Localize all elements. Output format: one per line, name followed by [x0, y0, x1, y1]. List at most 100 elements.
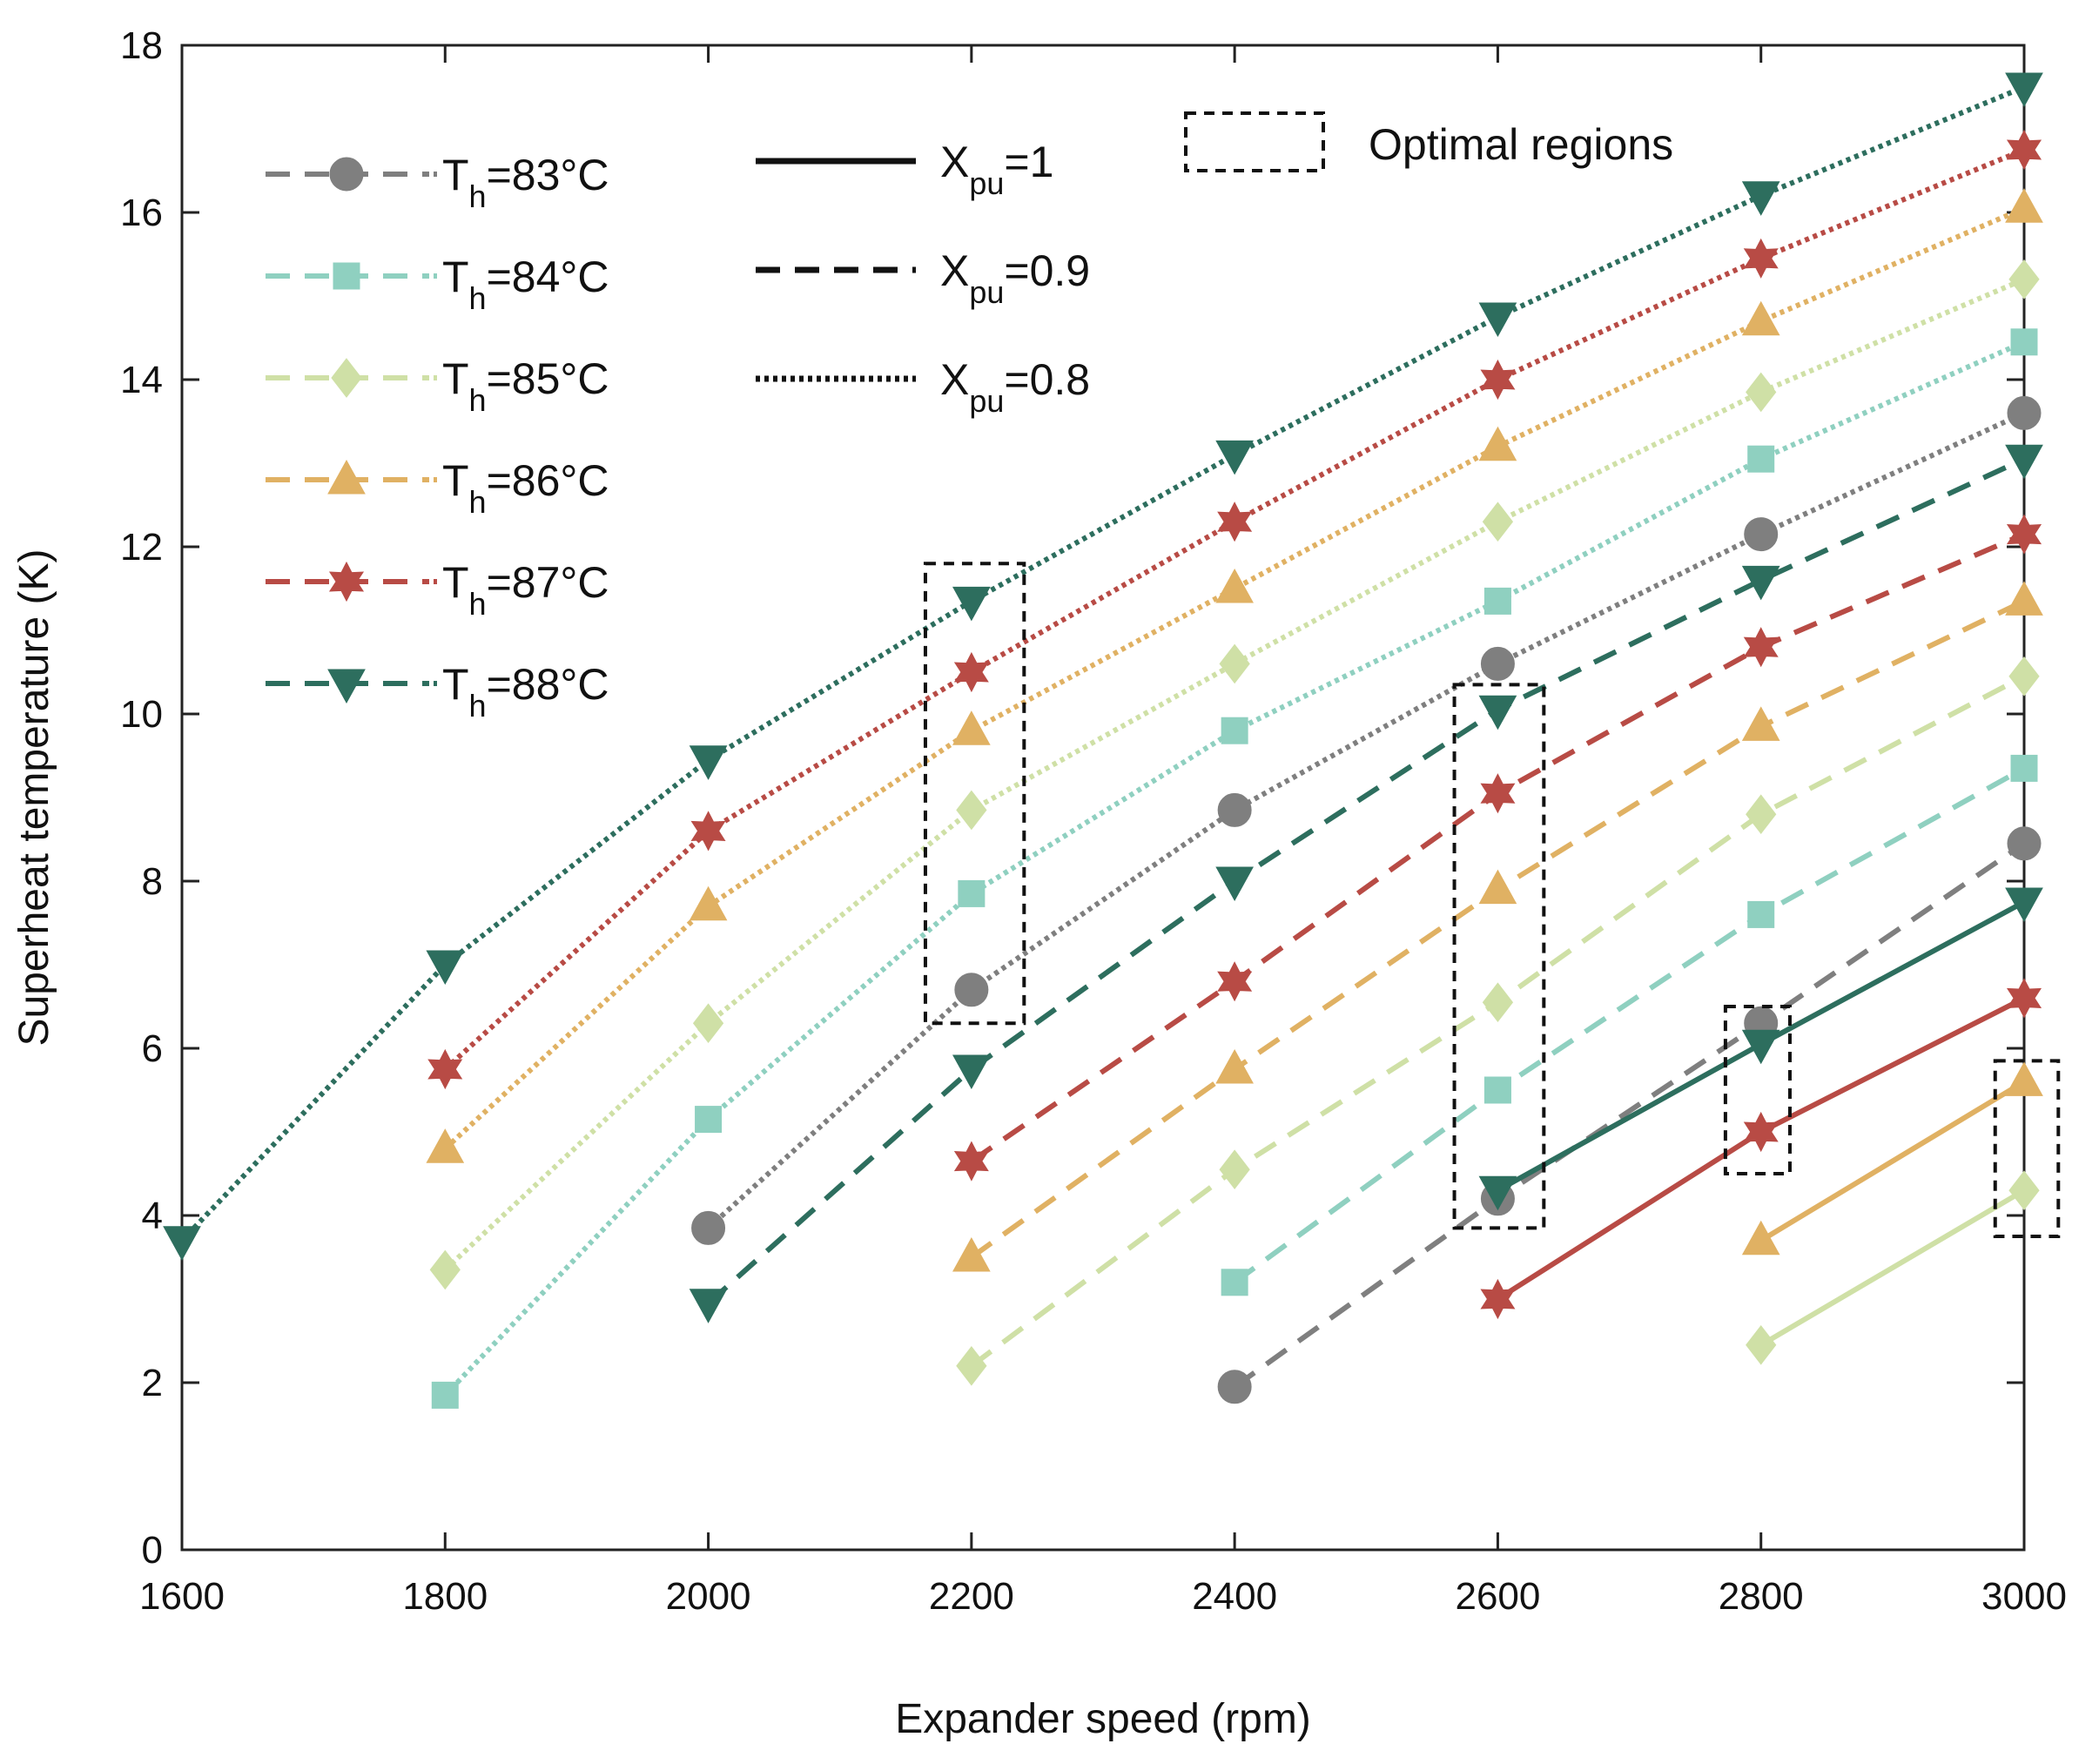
data-point	[1217, 961, 1253, 1002]
series-85-dotted	[429, 259, 2040, 1290]
series-87-dotted	[427, 129, 2042, 1090]
legend-label: Th=87°C	[442, 558, 609, 622]
legend-item-xpu-dashed: Xpu=0.9	[756, 246, 1090, 310]
x-tick-label: 1800	[402, 1575, 488, 1618]
data-point	[1217, 792, 1252, 827]
series-85-dashed	[956, 656, 2040, 1386]
optimal-region-box	[923, 562, 1026, 1026]
data-point	[1217, 502, 1253, 542]
y-axis-label: Superheat temperature (K)	[11, 549, 57, 1047]
y-tick-labels: 0 2 4 6 8 10 12 14 16 18	[120, 24, 163, 1572]
data-point	[954, 973, 989, 1007]
optimal-region-box	[1723, 1005, 1792, 1175]
x-tick-label: 2000	[666, 1575, 751, 1618]
data-point	[1743, 238, 1779, 279]
plot-area	[180, 44, 2026, 1552]
data-point	[2005, 887, 2043, 923]
x-tick-label: 2400	[1192, 1575, 1277, 1618]
data-point	[1746, 372, 1777, 413]
y-tick-label: 0	[142, 1529, 163, 1572]
data-point	[2007, 826, 2042, 861]
legend-item-th-83: Th=83°C	[266, 151, 609, 214]
data-point	[2005, 188, 2043, 223]
legend-item-th-84: Th=84°C	[266, 252, 609, 316]
series-84-dashed	[1221, 754, 2038, 1296]
optimal-region-box	[1452, 683, 1546, 1230]
data-point	[695, 1106, 723, 1134]
data-point	[952, 1054, 991, 1090]
data-point	[1747, 900, 1775, 928]
series-87-dashed	[953, 514, 2042, 1182]
series-84-dotted	[431, 328, 2038, 1409]
series-83-dotted	[691, 395, 2042, 1245]
data-point	[1215, 440, 1254, 475]
data-point	[1480, 359, 1516, 401]
series-line	[1759, 1188, 2026, 1348]
data-point	[1483, 1076, 1511, 1104]
optimal-region-box	[1993, 1059, 2061, 1239]
data-point	[1215, 1048, 1254, 1084]
data-point	[2005, 72, 2043, 108]
series-88-dotted	[163, 72, 2043, 1261]
legend-label: Th=88°C	[442, 660, 609, 724]
data-point	[2005, 581, 2043, 616]
data-point	[952, 710, 991, 745]
series-line	[179, 84, 2026, 1242]
data-point	[692, 1003, 724, 1044]
data-point	[1480, 1278, 1516, 1320]
data-point	[1480, 646, 1515, 681]
data-point	[2005, 444, 2043, 480]
data-point	[690, 811, 726, 852]
y-tick-label: 10	[120, 693, 163, 736]
data-point	[1215, 866, 1254, 902]
legend-item-optimal-regions: Optimal regions	[1184, 111, 1673, 172]
data-point	[2006, 514, 2042, 555]
data-point	[1483, 587, 1511, 615]
legend-marker	[333, 262, 360, 290]
legend-marker	[329, 157, 364, 192]
x-tick-labels: 1600 1800 2000 2200 2400 2600 2800 3000	[139, 1575, 2067, 1618]
series-86-dotted	[426, 188, 2043, 1163]
legend-item-th-85: Th=85°C	[266, 354, 609, 418]
data-point	[956, 790, 987, 831]
data-point	[689, 885, 728, 921]
data-point	[1746, 794, 1777, 835]
data-point	[2010, 328, 2038, 356]
series-line	[1233, 841, 2026, 1390]
data-point	[952, 586, 991, 622]
data-point	[1741, 1029, 1780, 1065]
series-line	[1759, 1079, 2026, 1243]
data-point	[691, 1210, 726, 1245]
data-point	[689, 1289, 728, 1323]
data-point	[431, 1381, 459, 1409]
data-point	[1478, 1175, 1517, 1211]
data-point	[952, 1236, 991, 1272]
data-point	[1747, 445, 1775, 473]
series-layer	[163, 72, 2043, 1409]
data-point	[1741, 300, 1780, 336]
data-point	[1219, 643, 1250, 684]
data-point	[429, 1249, 461, 1290]
data-point	[2008, 259, 2040, 300]
data-point	[1741, 1220, 1780, 1256]
series-line	[1233, 765, 2026, 1285]
data-point	[1482, 502, 1514, 542]
x-tick-label: 2600	[1455, 1575, 1540, 1618]
series-85-solid	[1746, 1170, 2040, 1365]
data-point	[2008, 1170, 2040, 1211]
data-point	[2006, 978, 2042, 1019]
data-point	[1221, 1269, 1248, 1296]
y-tick-label: 4	[142, 1195, 163, 1237]
legend-region-label: Optimal regions	[1369, 120, 1673, 169]
y-tick-label: 6	[142, 1027, 163, 1070]
y-tick-label: 2	[142, 1362, 163, 1404]
data-point	[1743, 1111, 1779, 1153]
data-point	[2010, 754, 2038, 782]
data-point	[427, 1048, 463, 1090]
legend-item-th-88: Th=88°C	[266, 660, 609, 724]
y-tick-label: 8	[142, 860, 163, 903]
x-tick-label: 2200	[929, 1575, 1014, 1618]
legend-label: Xpu=1	[940, 138, 1053, 201]
data-point	[2008, 656, 2040, 697]
